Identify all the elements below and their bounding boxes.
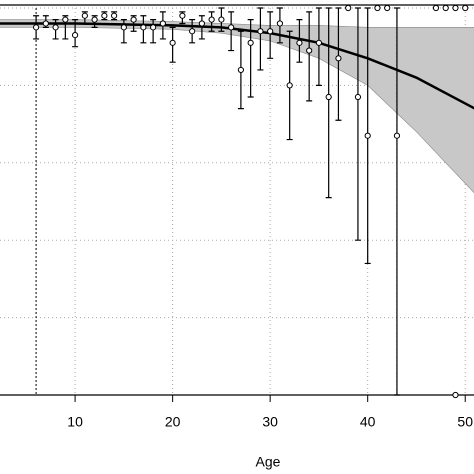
error-bar (267, 11, 274, 59)
error-bar (257, 7, 264, 71)
data-point (345, 4, 352, 12)
error-bar (306, 11, 313, 102)
data-point (452, 4, 459, 12)
data-point (71, 31, 79, 39)
error-bar (120, 19, 127, 44)
data-point (189, 28, 196, 35)
data-point (208, 16, 215, 23)
data-point (452, 391, 459, 399)
data-point (120, 24, 127, 31)
error-bar (354, 7, 361, 241)
data-point (101, 12, 108, 19)
data-point (286, 82, 293, 89)
data-point (276, 20, 284, 27)
data-point (32, 24, 40, 31)
data-point (462, 4, 469, 12)
data-point (442, 4, 449, 12)
data-point (198, 20, 205, 27)
error-bar (228, 11, 235, 52)
data-point (169, 39, 176, 46)
data-point (306, 47, 313, 54)
data-point (140, 24, 147, 31)
data-point (354, 93, 362, 101)
data-point (159, 20, 166, 27)
data-point (384, 4, 391, 12)
error-bar (247, 19, 254, 98)
error-bar (315, 7, 322, 86)
data-point (62, 16, 69, 23)
data-point (42, 20, 49, 27)
error-bar (325, 7, 332, 199)
data-point (364, 132, 371, 139)
data-point (325, 93, 332, 101)
data-point (374, 4, 381, 12)
data-point (130, 16, 137, 23)
data-point (111, 12, 118, 19)
data-point (52, 24, 59, 31)
data-point (237, 66, 245, 74)
data-point (432, 4, 440, 12)
x-axis-label: Age (256, 454, 281, 470)
error-bar (335, 7, 342, 121)
data-point (91, 16, 98, 23)
data-point (257, 28, 264, 35)
x-tick-label: 20 (165, 414, 181, 430)
error-bar (198, 15, 205, 40)
data-point (247, 39, 254, 46)
data-point (228, 24, 235, 31)
data-point (179, 12, 186, 19)
data-point (150, 24, 157, 31)
x-tick-label: 50 (457, 414, 473, 430)
x-tick-label: 10 (67, 414, 83, 430)
data-point (267, 28, 274, 35)
data-point (315, 39, 323, 46)
x-tick-label: 40 (360, 414, 376, 430)
error-bar (150, 19, 157, 44)
confidence-band (0, 19, 474, 194)
data-point (218, 16, 225, 23)
x-tick-label: 30 (262, 414, 278, 430)
error-bar (393, 7, 400, 396)
data-point (393, 132, 401, 139)
data-point (335, 55, 342, 62)
data-point (296, 39, 303, 46)
data-point (81, 12, 88, 19)
